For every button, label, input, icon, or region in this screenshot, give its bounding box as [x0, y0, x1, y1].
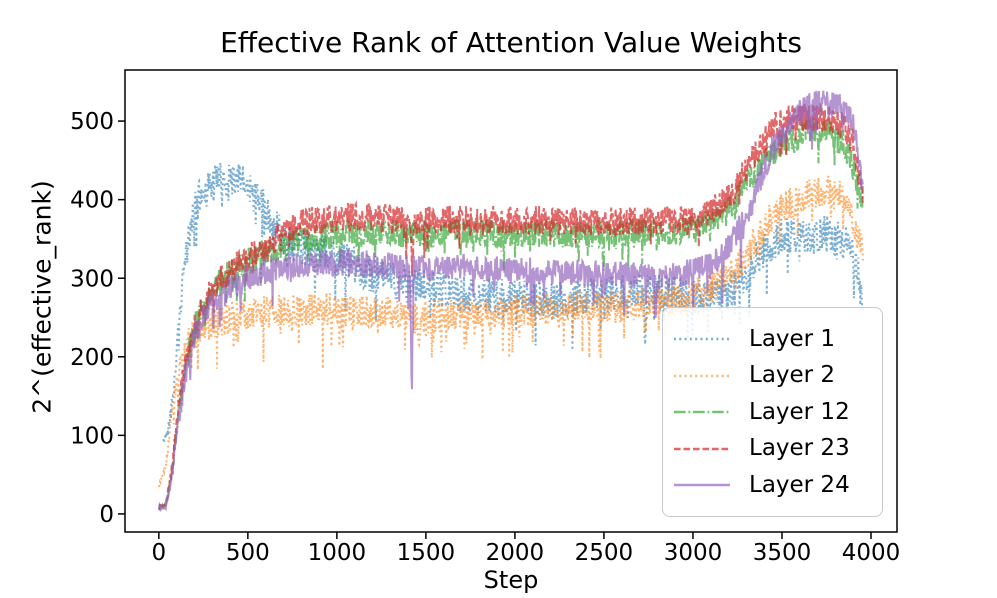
legend: Layer 1 Layer 2 Layer 12 Layer 23 Layer … — [662, 307, 883, 517]
y-axis-label: 2^(effective_rank) — [27, 180, 57, 414]
svg-text:2000: 2000 — [486, 540, 545, 566]
svg-text:1000: 1000 — [308, 540, 367, 566]
svg-text:500: 500 — [226, 540, 270, 566]
svg-text:3500: 3500 — [753, 540, 812, 566]
svg-text:0: 0 — [99, 502, 114, 528]
legend-label-layer-1: Layer 1 — [749, 325, 836, 352]
svg-text:2500: 2500 — [575, 540, 634, 566]
svg-text:4000: 4000 — [842, 540, 901, 566]
legend-label-layer-12: Layer 12 — [749, 398, 850, 425]
legend-item-layer-23: Layer 23 — [673, 437, 872, 460]
svg-text:3000: 3000 — [664, 540, 723, 566]
svg-text:300: 300 — [70, 266, 114, 292]
legend-label-layer-23: Layer 23 — [749, 435, 850, 461]
chart-title: Effective Rank of Attention Value Weight… — [220, 26, 802, 59]
legend-item-layer-1: Layer 1 — [673, 325, 872, 352]
legend-line-layer-23-icon — [674, 447, 730, 450]
legend-label-layer-2: Layer 2 — [749, 362, 836, 388]
legend-line-layer-12-icon — [674, 410, 730, 414]
legend-item-layer-24: Layer 24 — [673, 471, 872, 498]
svg-text:500: 500 — [70, 109, 114, 135]
x-axis-label: Step — [483, 566, 539, 594]
legend-item-layer-2: Layer 2 — [673, 364, 872, 387]
svg-text:100: 100 — [70, 423, 114, 449]
legend-line-layer-24-icon — [674, 483, 730, 487]
legend-line-layer-2-icon — [674, 374, 730, 377]
legend-label-layer-24: Layer 24 — [749, 471, 850, 498]
legend-line-layer-1-icon — [674, 337, 730, 341]
legend-item-layer-12: Layer 12 — [673, 398, 872, 425]
svg-text:200: 200 — [70, 345, 114, 371]
svg-text:1500: 1500 — [397, 540, 456, 566]
svg-text:400: 400 — [70, 188, 114, 214]
svg-text:0: 0 — [152, 540, 167, 566]
